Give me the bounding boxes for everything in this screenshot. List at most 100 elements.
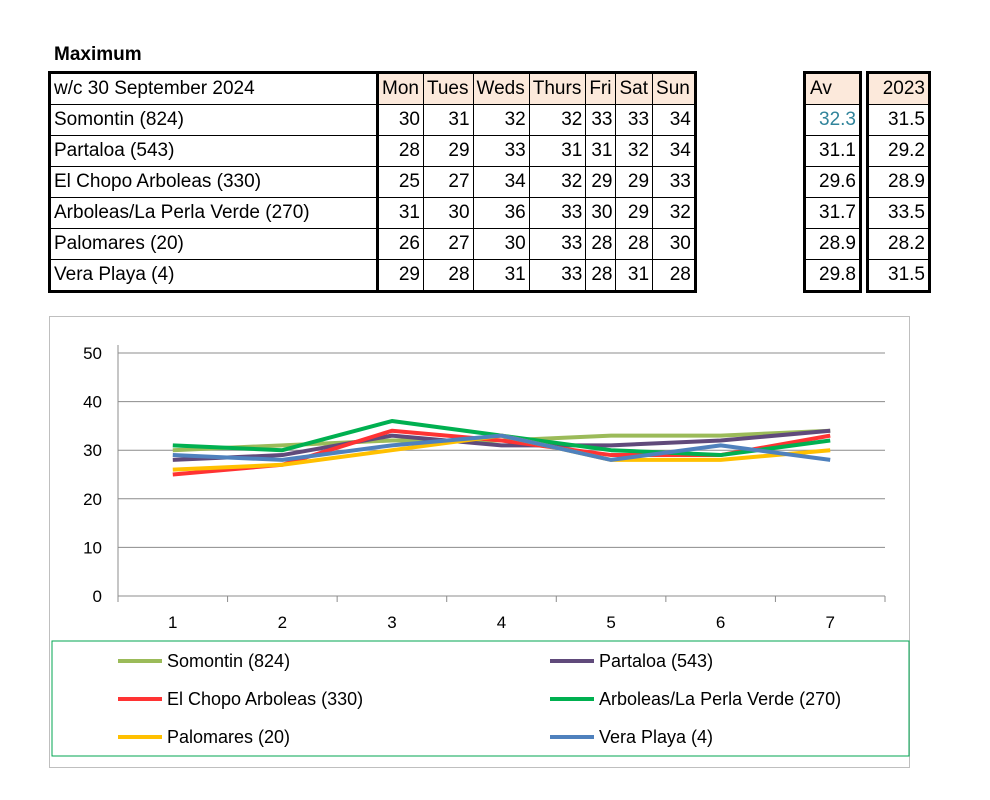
series-line: [172, 433, 831, 462]
year-2023-table: 2023 31.5 29.2 28.9 33.5 28.2 31.5: [866, 71, 931, 293]
table-row: 29.6: [804, 166, 861, 198]
table-row: Palomares (20) 26 27 30 33 28 28 30: [49, 228, 696, 260]
table-cell: 33: [528, 197, 587, 229]
table-cell: 32: [528, 166, 587, 198]
table-cell: 28: [585, 228, 617, 260]
table-cell: 26: [376, 228, 424, 260]
x-tick-label: 4: [497, 613, 506, 632]
legend-label: Somontin (824): [167, 651, 290, 671]
y-tick-label: 20: [83, 490, 102, 509]
year-2023-cell: 31.5: [867, 104, 930, 136]
table-row: 31.5: [867, 104, 930, 136]
legend-label: Palomares (20): [167, 727, 290, 747]
table-cell: 28: [422, 259, 474, 292]
max-temp-table: w/c 30 September 2024 Mon Tues Weds Thur…: [48, 71, 697, 293]
table-cell: 33: [472, 135, 530, 167]
day-header-sun: Sun: [652, 72, 696, 105]
legend-label: Arboleas/La Perla Verde (270): [599, 689, 841, 709]
table-cell: 33: [528, 259, 587, 292]
table-cell: 34: [652, 104, 696, 136]
table-cell: 33: [615, 104, 654, 136]
x-tick-label: 6: [716, 613, 725, 632]
table-cell: 32: [652, 197, 696, 229]
legend-box: [51, 640, 910, 757]
table-cell: 30: [652, 228, 696, 260]
table-row: El Chopo Arboleas (330) 25 27 34 32 29 2…: [49, 166, 696, 198]
table-row: 31.1: [804, 135, 861, 167]
average-table: Av 32.3 31.1 29.6 31.7 28.9 29.8: [803, 71, 862, 293]
average-cell: 32.3: [804, 104, 861, 136]
average-cell: 29.6: [804, 166, 861, 198]
table-cell: 30: [585, 197, 617, 229]
y-tick-label: 30: [83, 441, 102, 460]
y-tick-label: 0: [93, 587, 102, 606]
table-row: Somontin (824) 30 31 32 32 33 33 34: [49, 104, 696, 136]
legend-label: Vera Playa (4): [599, 727, 713, 747]
series-line: [172, 428, 831, 462]
year-2023-header: 2023: [867, 72, 930, 105]
table-cell: 31: [376, 197, 424, 229]
station-name: Vera Playa (4): [49, 259, 378, 292]
day-header-fri: Fri: [585, 72, 617, 105]
table-row: 28.9: [804, 228, 861, 260]
year-2023-cell: 28.9: [867, 166, 930, 198]
table-cell: 28: [615, 228, 654, 260]
day-header-weds: Weds: [472, 72, 530, 105]
y-tick-label: 50: [83, 344, 102, 363]
table-cell: 31: [585, 135, 617, 167]
station-name: Partaloa (543): [49, 135, 378, 167]
station-name: Arboleas/La Perla Verde (270): [49, 197, 378, 229]
table-row: Partaloa (543) 28 29 33 31 31 32 34: [49, 135, 696, 167]
table-cell: 29: [376, 259, 424, 292]
table-row: 31.5: [867, 259, 930, 292]
table-cell: 28: [376, 135, 424, 167]
day-header-thurs: Thurs: [528, 72, 587, 105]
table-row: 29.8: [804, 259, 861, 292]
x-tick-label: 5: [606, 613, 615, 632]
year-2023-cell: 33.5: [867, 197, 930, 229]
table-cell: 36: [472, 197, 530, 229]
station-name: Palomares (20): [49, 228, 378, 260]
table-cell: 33: [585, 104, 617, 136]
table-cell: 31: [528, 135, 587, 167]
station-name: El Chopo Arboleas (330): [49, 166, 378, 198]
average-cell: 28.9: [804, 228, 861, 260]
table-cell: 32: [472, 104, 530, 136]
table-row: Arboleas/La Perla Verde (270) 31 30 36 3…: [49, 197, 696, 229]
average-cell: 31.1: [804, 135, 861, 167]
average-header: Av: [804, 72, 861, 105]
table-cell: 31: [422, 104, 474, 136]
table-header-row: w/c 30 September 2024 Mon Tues Weds Thur…: [49, 72, 696, 105]
average-header-row: Av: [804, 72, 861, 105]
year-2023-cell: 29.2: [867, 135, 930, 167]
table-cell: 29: [615, 197, 654, 229]
table-cell: 31: [472, 259, 530, 292]
table-cell: 34: [652, 135, 696, 167]
table-cell: 29: [585, 166, 617, 198]
y-tick-label: 10: [83, 538, 102, 557]
day-header-tues: Tues: [422, 72, 474, 105]
table-row: 32.3: [804, 104, 861, 136]
table-row: 33.5: [867, 197, 930, 229]
table-cell: 34: [472, 166, 530, 198]
table-cell: 33: [652, 166, 696, 198]
table-row: 31.7: [804, 197, 861, 229]
table-cell: 29: [422, 135, 474, 167]
x-tick-label: 2: [278, 613, 287, 632]
table-row: 28.9: [867, 166, 930, 198]
table-cell: 32: [615, 135, 654, 167]
x-tick-label: 7: [825, 613, 834, 632]
line-chart: 0 10 20 30 40 50 1 2 3 4 5 6 7 Somontin (824) Partaloa…: [49, 316, 910, 768]
average-cell: 29.8: [804, 259, 861, 292]
table-cell: 27: [422, 228, 474, 260]
table-row: 29.2: [867, 135, 930, 167]
day-header-sat: Sat: [615, 72, 654, 105]
table-cell: 25: [376, 166, 424, 198]
legend-label: El Chopo Arboleas (330): [167, 689, 363, 709]
table-cell: 27: [422, 166, 474, 198]
average-cell: 31.7: [804, 197, 861, 229]
station-name: Somontin (824): [49, 104, 378, 136]
table-cell: 28: [585, 259, 617, 292]
chart-canvas: 0 10 20 30 40 50 1 2 3 4 5 6 7 Somontin (824) Partaloa…: [51, 344, 910, 757]
x-tick-label: 3: [387, 613, 396, 632]
